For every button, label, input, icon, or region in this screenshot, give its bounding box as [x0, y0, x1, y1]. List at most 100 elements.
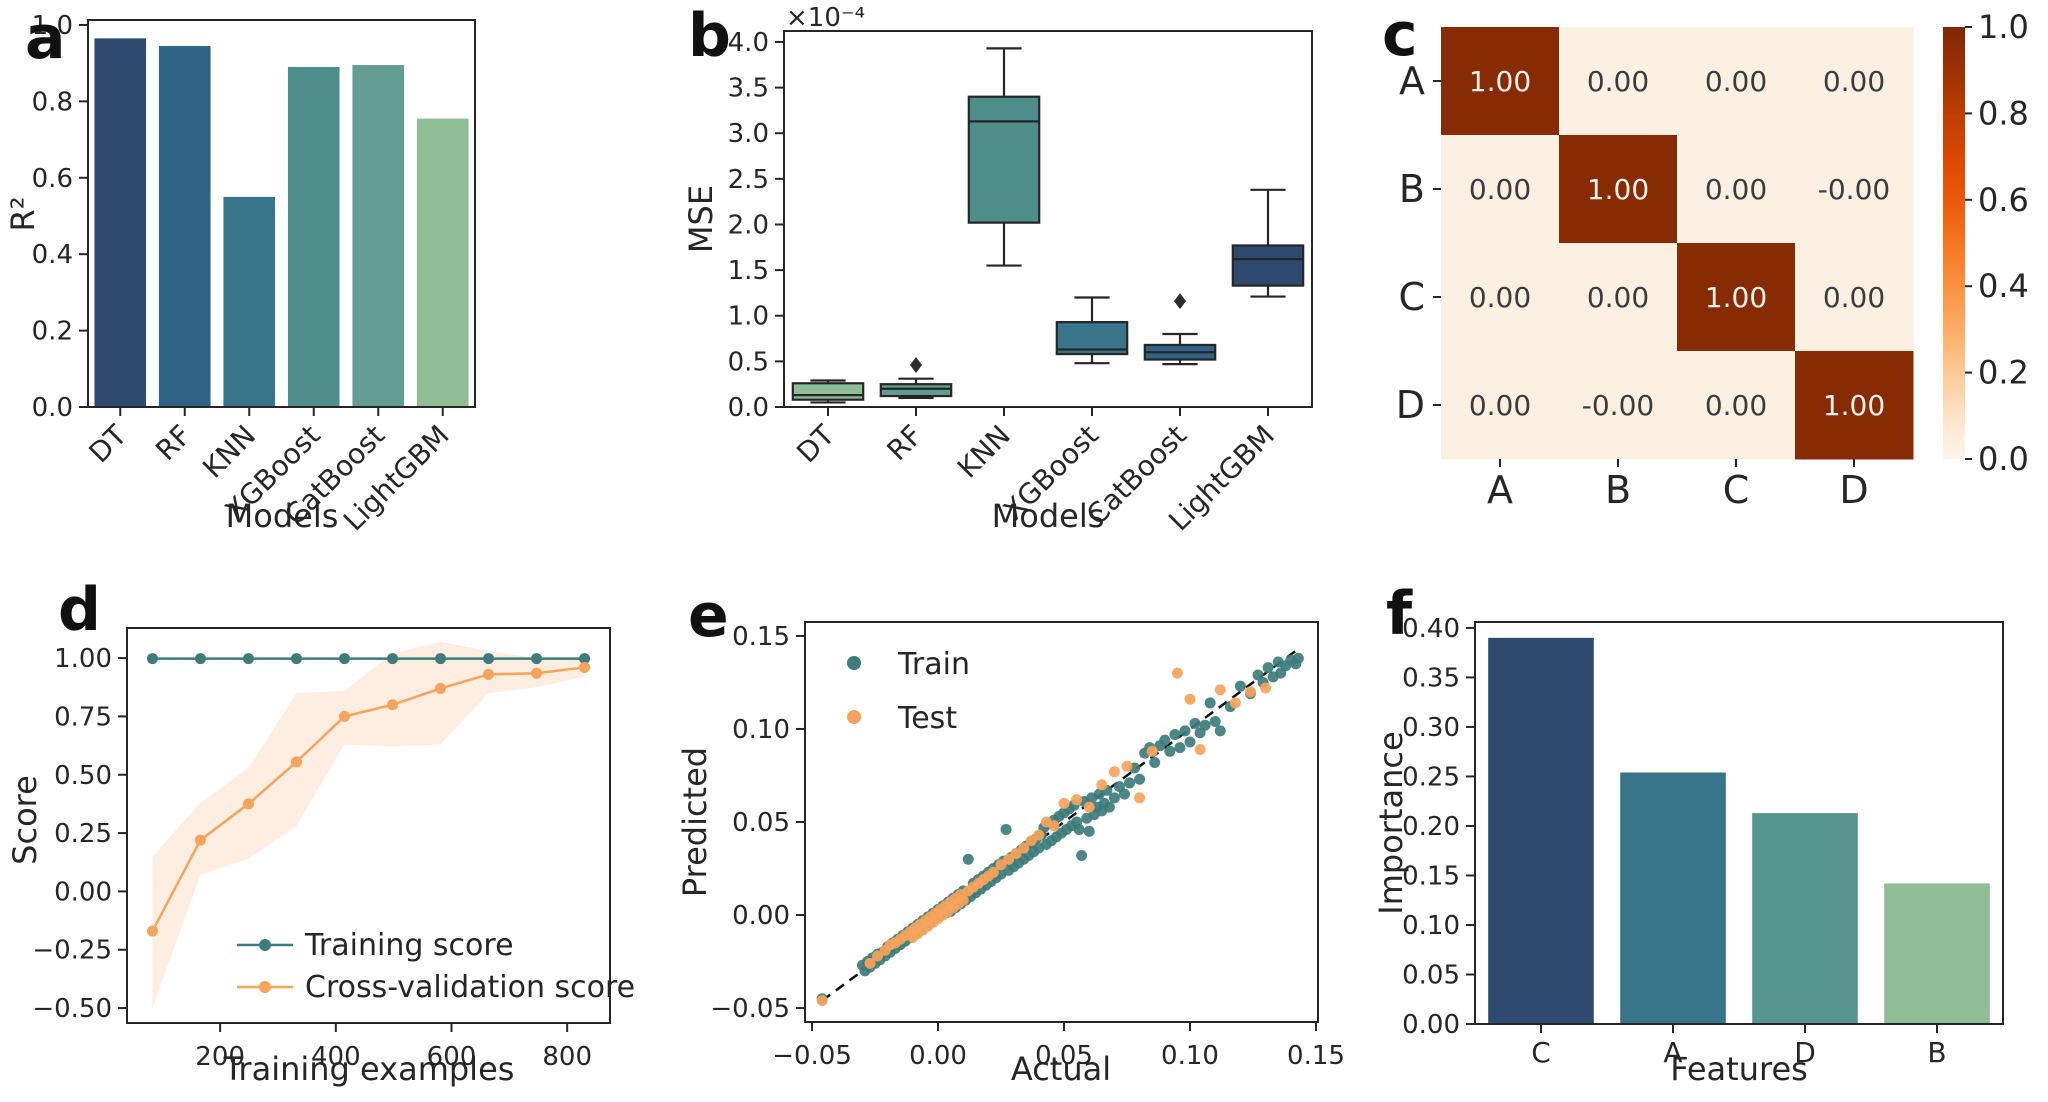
- series-marker: [531, 667, 543, 679]
- data-point: [1134, 792, 1146, 804]
- data-point: [1292, 652, 1304, 664]
- cell-AC: [1677, 27, 1796, 136]
- data-point: [1083, 801, 1095, 813]
- y-tick-label: 1.0: [32, 11, 73, 41]
- box-CatBoost: [1143, 293, 1217, 366]
- y-tick-label: 0.20: [1402, 812, 1460, 842]
- col-label: C: [1723, 468, 1750, 512]
- data-point: [1229, 697, 1241, 709]
- y-tick-label: 3.5: [728, 74, 769, 104]
- data-point: [1214, 684, 1226, 696]
- data-point: [1164, 745, 1176, 757]
- panel-c-heatmap: 1.00 0.00 0.00 0.00 0.00 1.00 0.00 -0.00 0.00 0.0…: [1396, 8, 2029, 512]
- cell-value: 1.00: [1823, 389, 1885, 422]
- x-axis-title: Actual: [1011, 1050, 1111, 1088]
- box-LightGBM: [1231, 188, 1305, 298]
- data-point: [1000, 823, 1012, 835]
- series-cross-validation-score: [146, 661, 591, 937]
- cell-AD: [1795, 27, 1914, 136]
- x-category-label: RF: [149, 419, 197, 467]
- series-marker: [194, 653, 206, 665]
- y-tick-label: 0.6: [32, 164, 73, 194]
- legend-label: Test: [897, 701, 957, 736]
- colorbar-tick-label: 1.0: [1978, 8, 2029, 46]
- panel-label-a: a: [25, 3, 66, 73]
- cell-CA: [1441, 243, 1560, 352]
- x-axis-title: Training examples: [223, 1050, 515, 1088]
- y-tick-label: 0.05: [732, 808, 790, 838]
- series-marker: [146, 925, 158, 937]
- panel-e-scatter-plot: −0.05 0.00 0.05 0.10 0.15 −0.05 0.00 0.05 0.10 0.…: [676, 621, 1345, 1088]
- y-axis-title: R²: [4, 196, 42, 231]
- colorbar-tick-label: 0.6: [1978, 181, 2029, 219]
- y-tick-label: 0.2: [32, 317, 73, 347]
- legend-marker: [847, 656, 861, 670]
- panel-label-d: d: [58, 575, 101, 645]
- y-tick-label: 1.00: [54, 644, 112, 674]
- data-point: [864, 957, 876, 969]
- x-category-label: C: [1531, 1036, 1551, 1069]
- x-category-label: DT: [790, 418, 841, 469]
- y-tick-label: 0.15: [732, 622, 790, 652]
- cell-AB: [1559, 27, 1678, 136]
- data-point: [1118, 788, 1130, 800]
- data-point: [1171, 667, 1183, 679]
- cell-value: 0.00: [1823, 281, 1885, 314]
- iqr-box: [1231, 244, 1305, 287]
- row-label: D: [1396, 383, 1425, 427]
- y-tick-label: 0.10: [732, 715, 790, 745]
- series-marker: [435, 682, 447, 694]
- y-tick-label: 2.0: [728, 210, 769, 240]
- bar-XGBoost: [287, 66, 340, 408]
- data-point: [1003, 853, 1015, 865]
- bar-LightGBM: [416, 118, 469, 407]
- cell-DB: [1559, 351, 1678, 460]
- data-point: [1184, 693, 1196, 705]
- data-point: [1184, 736, 1196, 748]
- series-training-score: [146, 653, 591, 665]
- cell-value: 0.00: [1587, 65, 1649, 98]
- colorbar-tick-label: 0.8: [1978, 94, 2029, 132]
- legend-marker: [259, 939, 271, 951]
- y-tick-label: 0.15: [1402, 861, 1460, 891]
- series-marker: [146, 653, 158, 665]
- panel-d-learning-curve: −0.50 −0.25 0.00 0.25 0.50 0.75 1.00 200 400 600 8…: [6, 627, 635, 1088]
- y-tick-label: 0.8: [32, 87, 73, 117]
- y-tick-label: 0.25: [1402, 762, 1460, 792]
- axes-frame: [1474, 621, 2004, 1025]
- y-axis-title: Predicted: [676, 747, 714, 897]
- colorbar-tick-label: 0.2: [1978, 354, 2029, 392]
- data-point: [1194, 743, 1206, 755]
- y-tick-label: 1.0: [728, 302, 769, 332]
- series-marker: [435, 653, 447, 665]
- axes-frame: [87, 19, 476, 408]
- cell-value: 0.00: [1469, 173, 1531, 206]
- axes-frame: [126, 627, 611, 1024]
- bar-D: [1752, 813, 1858, 1024]
- panel-label-c: c: [1382, 0, 1418, 70]
- colorbar: [1943, 27, 1965, 459]
- cell-value: 1.00: [1587, 173, 1649, 206]
- box-KNN: [967, 47, 1041, 267]
- data-point: [872, 950, 884, 962]
- data-point: [1260, 682, 1272, 694]
- data-point: [1083, 825, 1095, 837]
- cell-AA: [1441, 27, 1560, 136]
- data-point: [1244, 686, 1256, 698]
- bar-DT: [94, 38, 147, 407]
- data-point: [1146, 745, 1158, 757]
- cell-value: 0.00: [1705, 173, 1767, 206]
- iqr-box: [967, 95, 1041, 224]
- panel-b-box-plot: 0.00.51.01.52.02.53.03.54.0DT RF KNNXGBoos…: [682, 3, 1313, 537]
- data-point: [1073, 823, 1085, 835]
- x-tick-label: 800: [542, 1042, 592, 1072]
- x-category-label: DT: [83, 418, 134, 469]
- series-marker: [483, 653, 495, 665]
- series-marker: [531, 653, 543, 665]
- identity-line: [821, 647, 1300, 1002]
- data-point: [1108, 766, 1120, 778]
- cell-value: 0.00: [1823, 65, 1885, 98]
- legend-marker: [847, 710, 861, 724]
